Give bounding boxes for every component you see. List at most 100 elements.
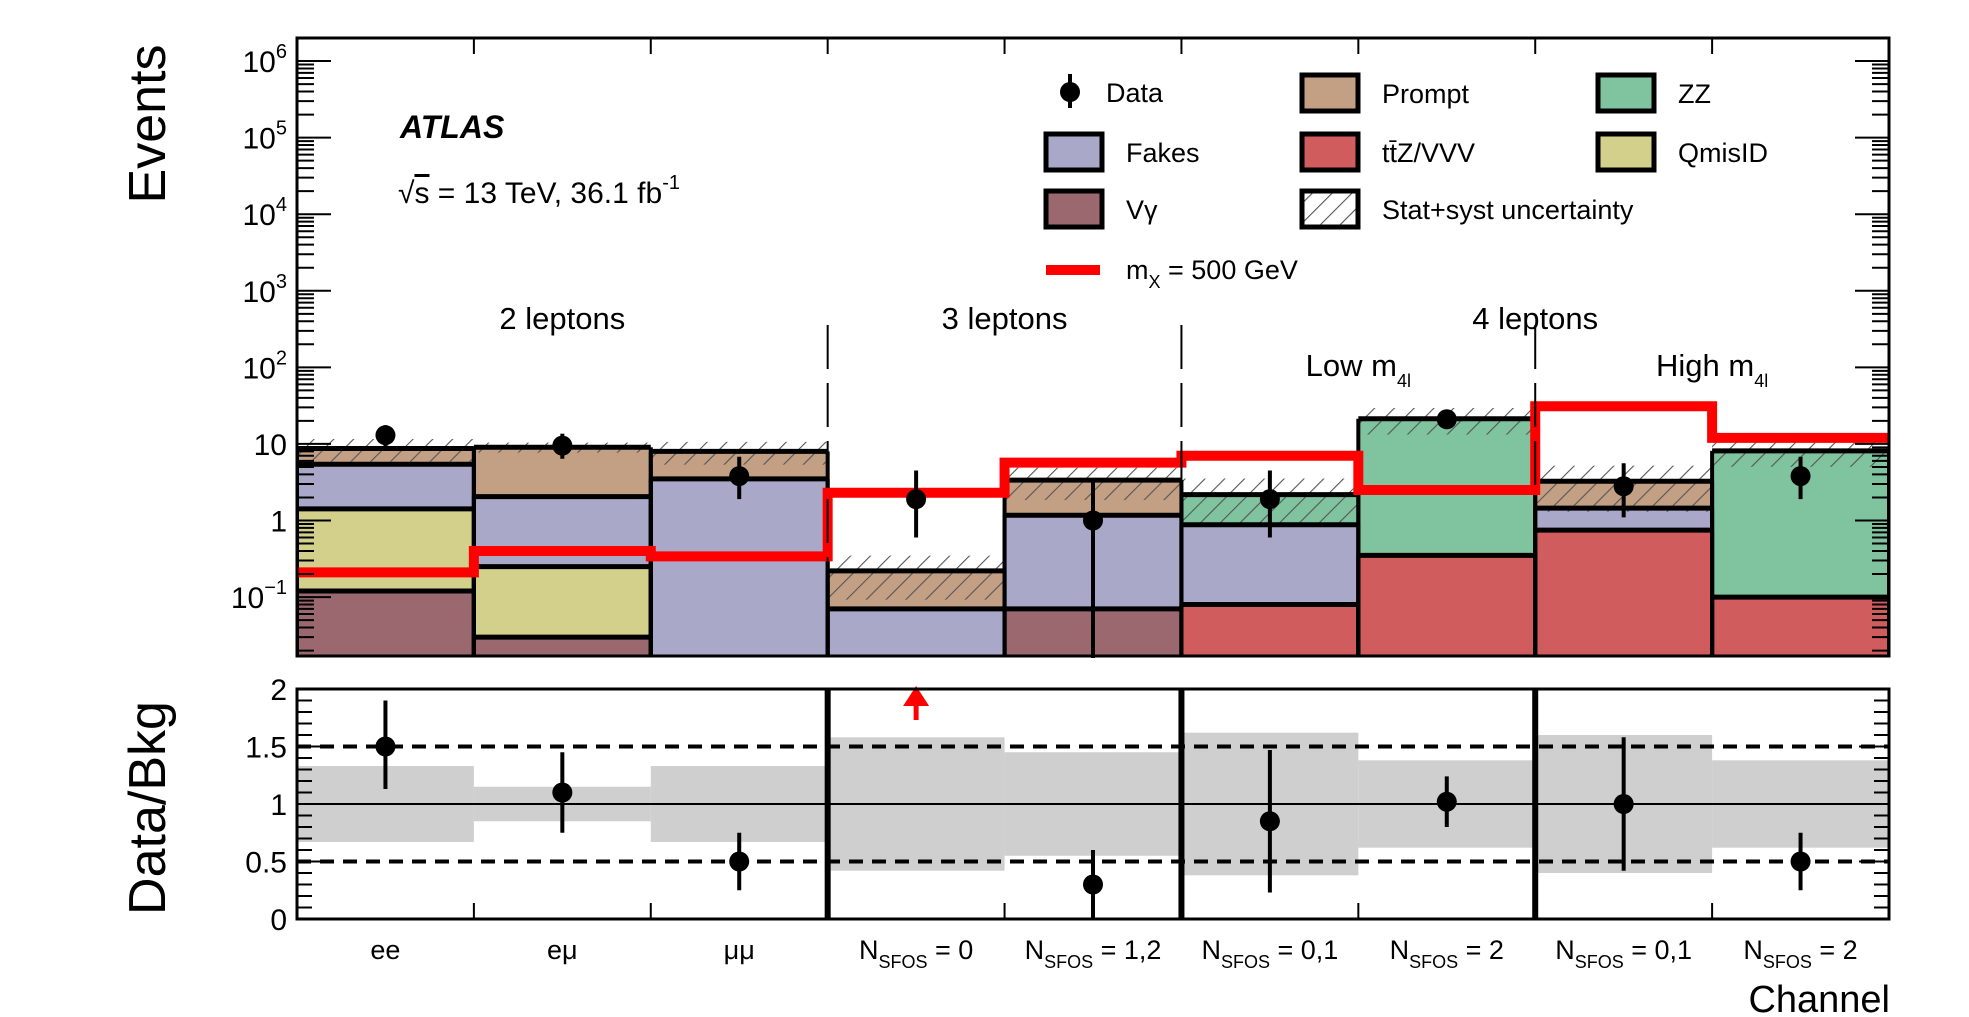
stack-fill-0-bin-1 bbox=[473, 637, 651, 656]
ratio-tick-label-3: 1.5 bbox=[245, 732, 287, 765]
data-point-2 bbox=[729, 466, 750, 487]
channel-sub-4: SFOS bbox=[1044, 952, 1093, 972]
stack-fill-3-bin-2 bbox=[650, 478, 828, 656]
channel-sub-5: SFOS bbox=[1221, 952, 1270, 972]
y-tick-base-4: 10 bbox=[243, 352, 276, 385]
channel-main-8: N bbox=[1743, 935, 1763, 965]
legend-swatch-3 bbox=[1299, 131, 1361, 173]
channel-sub-3: SFOS bbox=[878, 952, 927, 972]
y-tick-label-5: 10 bbox=[254, 429, 287, 462]
region-label-4: High m4l bbox=[1656, 348, 1768, 391]
region-label-1: 3 leptons bbox=[942, 301, 1068, 336]
y-tick-exp-0: 6 bbox=[276, 41, 287, 63]
legend-swatch-2 bbox=[1043, 131, 1105, 173]
y-tick-label-1: 105 bbox=[243, 118, 288, 156]
ratio-point-7 bbox=[1613, 794, 1634, 814]
channel-main-6: N bbox=[1390, 935, 1410, 965]
data-points bbox=[375, 409, 1811, 658]
stack-fill-1-bin-6 bbox=[1358, 555, 1536, 656]
data-point-0 bbox=[375, 425, 396, 446]
y-tick-exp-3: 3 bbox=[276, 271, 287, 293]
y-tick-base-2: 10 bbox=[243, 199, 276, 232]
channel-tail-5: = 0,1 bbox=[1270, 935, 1338, 965]
region-label-3: Low m4l bbox=[1306, 348, 1411, 391]
offscale-arrow-head-3 bbox=[903, 686, 930, 706]
signal-line bbox=[297, 401, 1889, 578]
channel-label-6: NSFOS = 2 bbox=[1390, 935, 1504, 972]
channel-tail-8: = 2 bbox=[1812, 935, 1858, 965]
region-main-0: 2 leptons bbox=[499, 301, 625, 336]
channel-label-2: μμ bbox=[724, 935, 755, 965]
channel-main-4: N bbox=[1025, 935, 1045, 965]
ratio-point-1 bbox=[552, 782, 573, 803]
channel-label-3: NSFOS = 0 bbox=[859, 935, 973, 972]
sqrt-s: s bbox=[414, 177, 429, 210]
y-tick-base-3: 10 bbox=[243, 276, 276, 309]
region-sub-3: 4l bbox=[1397, 371, 1411, 391]
energy-lumi-label: √s = 13 TeV, 36.1 fb-1 bbox=[398, 172, 680, 210]
legend-swatch-4 bbox=[1595, 131, 1657, 173]
legend-label-4: QmisID bbox=[1678, 138, 1768, 168]
ratio-tick-labels: 0 0.5 1 1.5 2 bbox=[245, 674, 287, 937]
ratio-dividers bbox=[824, 689, 1539, 919]
region-dividers bbox=[826, 325, 1537, 656]
ratio-point-0 bbox=[375, 736, 396, 757]
region-main-4: High m bbox=[1656, 348, 1754, 383]
channel-main-5: N bbox=[1201, 935, 1221, 965]
legend-label-0: Prompt bbox=[1382, 79, 1470, 109]
stack-fill-1-bin-5 bbox=[1181, 604, 1359, 656]
ratio-panel: 0 0.5 1 1.5 2 bbox=[245, 674, 1891, 937]
ratio-point-2 bbox=[729, 851, 750, 872]
channel-label-4: NSFOS = 1,2 bbox=[1025, 935, 1162, 972]
ratio-tick-label-0: 0 bbox=[270, 904, 287, 937]
data-point-3 bbox=[906, 489, 927, 510]
x-axis-label: Channel bbox=[1748, 979, 1890, 1017]
legend-signal-m: m bbox=[1126, 255, 1149, 285]
y-tick-label-2: 104 bbox=[243, 194, 288, 232]
channel-main-0: ee bbox=[370, 935, 400, 965]
legend: Data Prompt ZZ Fakes tt̄Z/VVV QmisID Vγ Stat+sy… bbox=[1043, 72, 1768, 292]
ratio-point-4 bbox=[1083, 874, 1103, 895]
legend-swatch-uncertainty bbox=[1299, 188, 1361, 230]
channel-tail-4: = 1,2 bbox=[1093, 935, 1161, 965]
y-tick-label-3: 103 bbox=[243, 271, 288, 309]
channel-sub-6: SFOS bbox=[1409, 952, 1458, 972]
legend-label-5: Vγ bbox=[1126, 195, 1158, 225]
region-main-3: Low m bbox=[1306, 348, 1397, 383]
data-point-6 bbox=[1436, 409, 1457, 430]
channel-main-1: eμ bbox=[547, 935, 578, 965]
ratio-points bbox=[375, 686, 1811, 919]
lumi-exponent: -1 bbox=[662, 172, 680, 194]
legend-label-uncertainty: Stat+syst uncertainty bbox=[1382, 195, 1634, 225]
channel-label-0: ee bbox=[370, 935, 400, 965]
region-sub-4: 4l bbox=[1754, 371, 1768, 391]
region-label-2: 4 leptons bbox=[1472, 301, 1598, 336]
ratio-point-8 bbox=[1790, 851, 1811, 872]
y-tick-label-0: 106 bbox=[243, 41, 288, 79]
legend-label-data: Data bbox=[1106, 78, 1164, 108]
sqrt-symbol: √ bbox=[398, 177, 415, 210]
channel-label-1: eμ bbox=[547, 935, 578, 965]
data-point-1 bbox=[552, 435, 573, 456]
y-axis-label-ratio: Data/Bkg bbox=[119, 701, 177, 915]
y-tick-exp-1: 5 bbox=[276, 118, 287, 140]
data-point-4 bbox=[1083, 510, 1103, 531]
y-axis-label-events: Events bbox=[119, 45, 177, 204]
y-tick-exp-4: 2 bbox=[276, 347, 287, 369]
legend-label-2: Fakes bbox=[1126, 138, 1200, 168]
channel-main-2: μμ bbox=[724, 935, 755, 965]
region-main-1: 3 leptons bbox=[942, 301, 1068, 336]
stack-fill-3-bin-3 bbox=[827, 608, 1005, 656]
ratio-point-5 bbox=[1259, 811, 1280, 832]
stack-fill-1-bin-7 bbox=[1535, 530, 1713, 656]
channel-label-5: NSFOS = 0,1 bbox=[1201, 935, 1338, 972]
energy-text: = 13 TeV, 36.1 fb bbox=[429, 177, 662, 210]
channel-tail-7: = 0,1 bbox=[1624, 935, 1692, 965]
legend-swatch-0 bbox=[1299, 72, 1361, 114]
y-tick-base-5: 10 bbox=[254, 429, 287, 462]
y-tick-label-4: 102 bbox=[243, 347, 288, 385]
